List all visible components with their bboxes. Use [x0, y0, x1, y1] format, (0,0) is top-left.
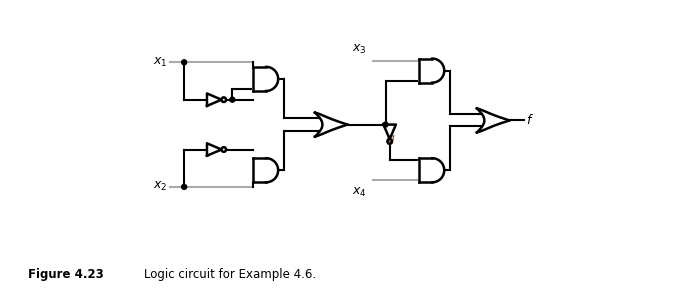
Circle shape	[230, 97, 235, 102]
Text: $f$: $f$	[526, 113, 534, 127]
Polygon shape	[419, 158, 444, 182]
Circle shape	[182, 60, 186, 65]
Text: $x_2$: $x_2$	[153, 180, 167, 193]
Text: $g$: $g$	[386, 133, 395, 147]
Circle shape	[383, 122, 388, 127]
Polygon shape	[252, 67, 278, 91]
Polygon shape	[207, 94, 222, 106]
Polygon shape	[383, 125, 396, 139]
Text: Logic circuit for Example 4.6.: Logic circuit for Example 4.6.	[144, 268, 316, 281]
Text: $x_3$: $x_3$	[352, 43, 367, 57]
Polygon shape	[207, 143, 222, 156]
Text: $x_4$: $x_4$	[352, 186, 367, 199]
Polygon shape	[315, 112, 347, 137]
Circle shape	[182, 184, 186, 189]
Polygon shape	[477, 109, 509, 132]
Polygon shape	[419, 59, 444, 83]
Text: $x_1$: $x_1$	[153, 56, 167, 69]
Text: Figure 4.23: Figure 4.23	[28, 268, 103, 281]
Polygon shape	[252, 158, 278, 182]
